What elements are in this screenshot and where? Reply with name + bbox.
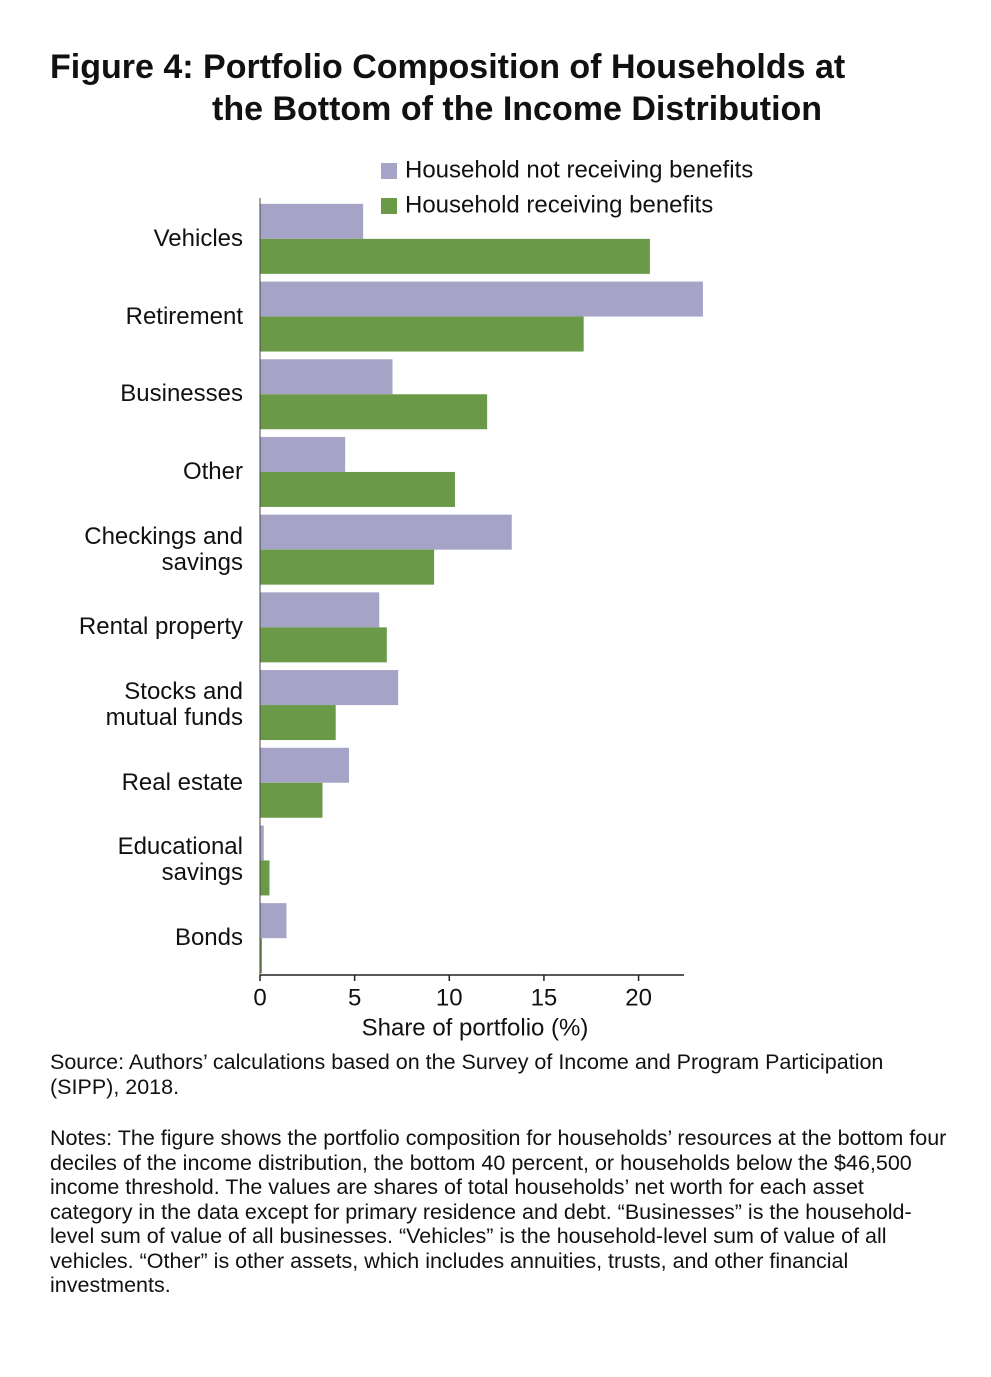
- bar: [260, 238, 650, 274]
- x-tick-label: 5: [348, 984, 361, 1011]
- y-tick-label: Other: [182, 457, 243, 485]
- x-axis-title: Share of portfolio (%): [362, 1014, 589, 1041]
- bar: [260, 281, 703, 317]
- legend-label: Household receiving benefits: [405, 191, 713, 218]
- y-tick-label: Businesses: [120, 380, 243, 408]
- legend-label: Household not receiving benefits: [405, 156, 753, 183]
- bar: [260, 394, 488, 430]
- bar: [260, 203, 364, 239]
- y-tick-label: Educational savings: [117, 833, 243, 887]
- x-tick-label: 0: [253, 984, 266, 1011]
- y-tick-label: Vehicles: [153, 224, 243, 252]
- bar: [260, 592, 380, 628]
- y-tick-label: Rental property: [78, 613, 243, 641]
- y-tick-label: Retirement: [125, 302, 243, 330]
- bar: [260, 903, 287, 939]
- bar: [260, 627, 387, 663]
- bar: [260, 670, 399, 706]
- bar: [260, 471, 455, 507]
- chart-title: Figure 4: Portfolio Composition of House…: [50, 48, 846, 128]
- y-tick-label: Stocks and mutual funds: [105, 678, 243, 732]
- bar: [260, 747, 349, 783]
- y-tick-label: Checkings and savings: [84, 522, 243, 576]
- y-tick-label: Real estate: [121, 768, 243, 796]
- legend-swatch: [381, 163, 397, 179]
- bar: [260, 514, 512, 550]
- x-tick-label: 20: [625, 984, 652, 1011]
- x-tick-label: 10: [436, 984, 463, 1011]
- source: Source: Authors’ calculations based on t…: [50, 1050, 884, 1099]
- notes: Notes: The figure shows the portfolio co…: [50, 1126, 947, 1297]
- y-tick-label: Bonds: [174, 924, 243, 952]
- bar: [260, 359, 393, 395]
- bar: [260, 705, 336, 741]
- bar: [260, 316, 584, 352]
- bar: [260, 549, 435, 585]
- bar: [260, 860, 270, 896]
- bar: [260, 782, 323, 818]
- legend-swatch: [381, 198, 397, 214]
- bar: [260, 436, 346, 472]
- bar: [260, 825, 264, 861]
- x-tick-label: 15: [531, 984, 558, 1011]
- bar: [260, 938, 262, 974]
